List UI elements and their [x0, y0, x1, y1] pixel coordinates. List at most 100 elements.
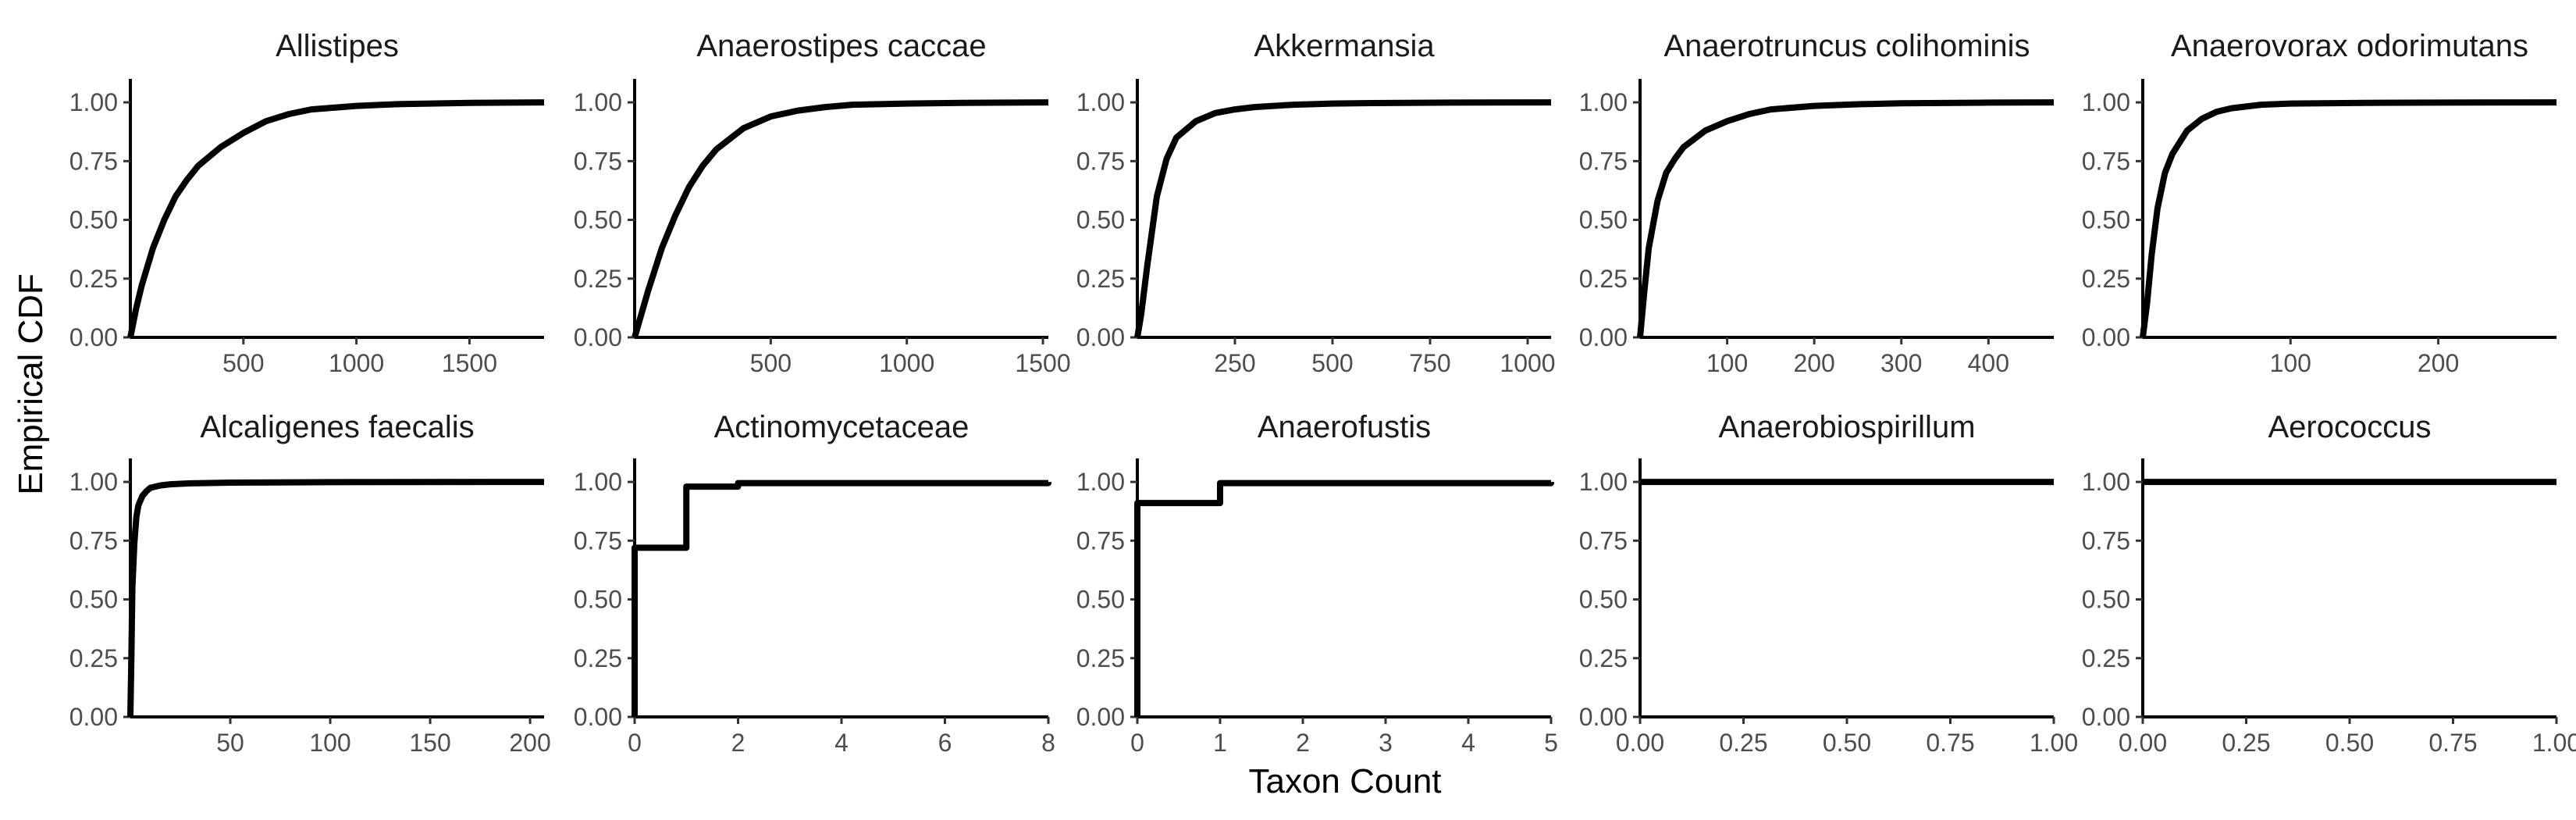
- y-tick-label: 0.50: [574, 206, 622, 234]
- y-tick-label: 0.00: [1579, 703, 1628, 731]
- y-tick-label: 0.75: [1076, 526, 1125, 554]
- ecdf-line: [127, 479, 545, 718]
- x-tick-label: 1000: [879, 349, 934, 377]
- panel-title: Alcaligenes faecalis: [200, 410, 474, 444]
- x-tick-label: 4: [1461, 729, 1475, 757]
- y-tick-label: 0.50: [1579, 206, 1628, 234]
- y-tick-label: 0.50: [2082, 206, 2130, 234]
- y-tick-label: 1.00: [574, 468, 622, 496]
- y-tick-label: 0.00: [1579, 323, 1628, 351]
- x-tick-label: 100: [2270, 349, 2311, 377]
- y-tick-label: 0.00: [2082, 703, 2130, 731]
- x-tick-label: 500: [1311, 349, 1353, 377]
- y-tick-label: 0.00: [1076, 323, 1125, 351]
- y-tick-label: 1.00: [1076, 88, 1125, 116]
- x-tick-label: 0.75: [2428, 729, 2477, 757]
- x-tick-label: 100: [309, 729, 350, 757]
- facet-panel: Anaerobiospirillum 0.00 0.25 0.50 0.75 1.00 0.…: [1579, 410, 2078, 757]
- y-tick-label: 0.25: [574, 644, 622, 672]
- x-tick-label: 1.00: [2030, 729, 2078, 757]
- y-tick-label: 1.00: [1579, 468, 1628, 496]
- x-tick-label: 200: [2418, 349, 2459, 377]
- panel-title: Anaerofustis: [1258, 410, 1431, 444]
- x-tick-label: 500: [222, 349, 264, 377]
- panel-title: Akkermansia: [1254, 29, 1435, 63]
- facet-panel: Aerococcus 0.00 0.25 0.50 0.75 1.00 0.00 0.25 0.…: [2082, 410, 2576, 757]
- facet-panel: Akkermansia 0.00 0.25 0.50 0.75 1.00 250 500 750…: [1076, 29, 1556, 377]
- x-tick-label: 0.25: [1719, 729, 1767, 757]
- x-tick-label: 0: [1130, 729, 1144, 757]
- y-tick-label: 1.00: [2082, 468, 2130, 496]
- y-tick-label: 0.50: [69, 206, 118, 234]
- y-tick-label: 0.50: [2082, 586, 2130, 614]
- panel-title: Anaerobiospirillum: [1718, 410, 1975, 444]
- x-tick-label: 0.00: [2119, 729, 2167, 757]
- ecdf-line: [1134, 99, 1552, 338]
- y-tick-label: 1.00: [69, 88, 118, 116]
- y-tick-label: 0.25: [1076, 265, 1125, 293]
- x-tick-label: 750: [1409, 349, 1450, 377]
- y-tick-label: 1.00: [69, 468, 118, 496]
- y-tick-label: 0.00: [69, 323, 118, 351]
- x-tick-label: 200: [509, 729, 550, 757]
- x-tick-label: 100: [1706, 349, 1748, 377]
- x-tick-label: 50: [216, 729, 244, 757]
- y-tick-label: 0.75: [574, 526, 622, 554]
- x-tick-label: 0.50: [2325, 729, 2374, 757]
- x-tick-label: 0.50: [1823, 729, 1871, 757]
- y-tick-label: 0.00: [574, 703, 622, 731]
- facet-panel: Alcaligenes faecalis 0.00 0.25 0.50 0.75 1.00…: [69, 410, 551, 757]
- x-tick-label: 5: [1544, 729, 1558, 757]
- facet-panel: Allistipes 0.00 0.25 0.50 0.75 1.00 500 1000 150…: [69, 29, 545, 377]
- x-tick-label: 4: [834, 729, 849, 757]
- ecdf-line: [2140, 99, 2557, 338]
- x-tick-label: 0: [628, 729, 642, 757]
- y-tick-label: 0.25: [69, 644, 118, 672]
- x-tick-label: 1: [1213, 729, 1227, 757]
- x-tick-label: 1000: [1500, 349, 1555, 377]
- ecdf-line: [632, 480, 1051, 717]
- x-tick-label: 400: [1968, 349, 2009, 377]
- ecdf-line: [632, 99, 1049, 339]
- y-tick-label: 0.50: [1076, 206, 1125, 234]
- ecdf-line: [1134, 480, 1554, 717]
- x-tick-label: 0.25: [2222, 729, 2270, 757]
- x-tick-label: 3: [1379, 729, 1393, 757]
- y-tick-label: 0.75: [1579, 147, 1628, 175]
- panel-title: Anaerostipes caccae: [696, 29, 986, 63]
- y-tick-label: 0.50: [69, 586, 118, 614]
- y-tick-label: 1.00: [2082, 88, 2130, 116]
- y-tick-label: 0.75: [2082, 147, 2130, 175]
- x-tick-label: 150: [409, 729, 450, 757]
- y-tick-label: 0.00: [574, 323, 622, 351]
- facet-panel: Anaerovorax odorimutans 0.00 0.25 0.50 0.75 1…: [2082, 29, 2557, 377]
- y-tick-label: 0.75: [1579, 526, 1628, 554]
- x-tick-label: 500: [750, 349, 792, 377]
- x-tick-label: 2: [731, 729, 745, 757]
- panel-title: Aerococcus: [2268, 410, 2432, 444]
- x-tick-label: 1500: [1015, 349, 1070, 377]
- facet-panel: Anaerofustis 0.00 0.25 0.50 0.75 1.00 0 1 2 3 4 5: [1076, 410, 1558, 757]
- y-tick-label: 0.00: [1076, 703, 1125, 731]
- y-tick-label: 0.25: [2082, 644, 2130, 672]
- x-tick-label: 0.00: [1616, 729, 1664, 757]
- x-tick-label: 2: [1296, 729, 1310, 757]
- y-tick-label: 0.25: [1579, 265, 1628, 293]
- y-tick-label: 0.50: [1579, 586, 1628, 614]
- x-tick-label: 8: [1041, 729, 1055, 757]
- y-tick-label: 1.00: [1076, 468, 1125, 496]
- facet-panel: Actinomycetaceae 0.00 0.25 0.50 0.75 1.00 0 2 4 6…: [574, 410, 1055, 757]
- y-tick-label: 0.25: [2082, 265, 2130, 293]
- y-tick-label: 0.75: [574, 147, 622, 175]
- x-tick-label: 1500: [442, 349, 497, 377]
- x-tick-label: 6: [938, 729, 952, 757]
- y-tick-label: 0.25: [69, 265, 118, 293]
- facet-panel: Anaerostipes caccae 0.00 0.25 0.50 0.75 1.00 5…: [574, 29, 1071, 377]
- x-tick-label: 300: [1880, 349, 1922, 377]
- y-tick-label: 1.00: [1579, 88, 1628, 116]
- y-tick-label: 0.25: [1579, 644, 1628, 672]
- panel-title: Allistipes: [276, 29, 399, 63]
- x-tick-label: 250: [1214, 349, 1255, 377]
